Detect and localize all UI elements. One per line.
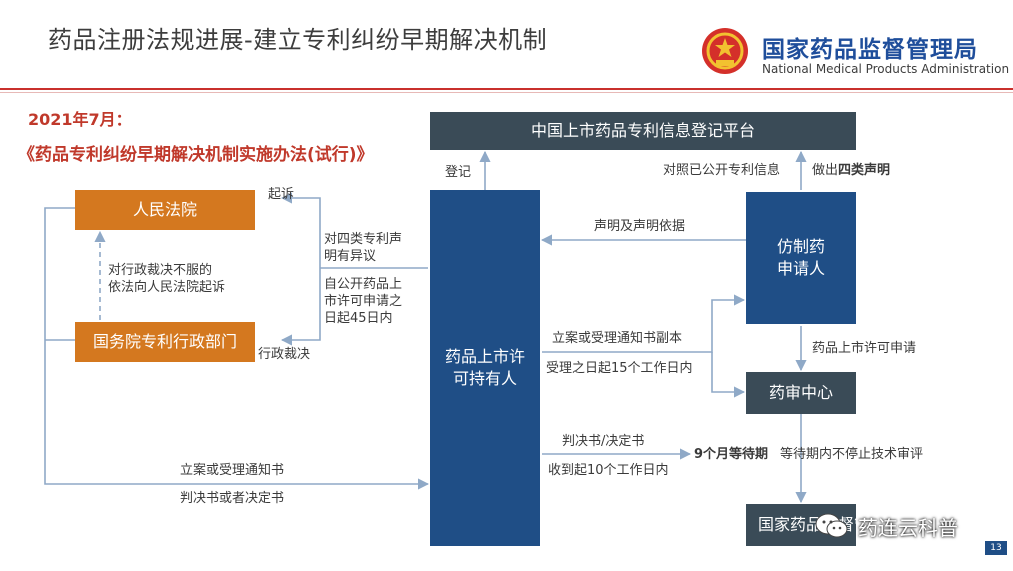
- header-rule: [0, 88, 1013, 90]
- label-filing-notice: 立案或受理通知书: [180, 463, 285, 478]
- holder-line-2: 可持有人: [452, 369, 517, 388]
- label-admin-ruling: 行政裁决: [258, 347, 311, 362]
- label-wait-period: 9个月等待期: [694, 447, 769, 462]
- holder-line-1: 药品上市许: [444, 347, 525, 366]
- label-objection-l2: 明有异议: [324, 249, 377, 264]
- intro-date: 2021年7月：: [28, 110, 132, 129]
- label-register: 登记: [445, 165, 472, 180]
- label-objection: 对四类专利声 明有异议: [324, 231, 402, 265]
- peoples-court-box: 人民法院: [75, 190, 255, 230]
- label-within15: 受理之日起15个工作日内: [546, 361, 693, 376]
- national-emblem-icon: [702, 28, 748, 74]
- law-title: 《药品专利纠纷早期解决机制实施办法(试行)》: [18, 145, 374, 165]
- applicant-line-2: 申请人: [776, 259, 825, 278]
- watermark-text: 药连云科普: [858, 516, 958, 540]
- label-within45: 自公开药品上 市许可申请之 日起45日内: [324, 276, 402, 327]
- applicant-line-1: 仿制药: [776, 237, 825, 256]
- drug-review-center-box: 药审中心: [746, 372, 856, 414]
- label-judgment-or-decision: 判决书或者决定书: [180, 491, 285, 506]
- label-no-stop-review: 等待期内不停止技术审评: [780, 447, 924, 462]
- wechat-icon: [815, 513, 848, 538]
- header-rule-thin: [0, 92, 1013, 93]
- label-within45-l1: 自公开药品上: [324, 277, 403, 292]
- label-sue: 起诉: [268, 187, 295, 202]
- label-judgment: 判决书/决定书: [562, 434, 645, 449]
- patent-admin-dept-box: 国务院专利行政部门: [75, 322, 255, 362]
- label-within10: 收到起10个工作日内: [548, 463, 669, 478]
- label-notice-copy: 立案或受理通知书副本: [552, 331, 683, 346]
- label-admin-appeal-l2: 依法向人民法院起诉: [108, 280, 226, 295]
- brand-name-en: National Medical Products Administration: [762, 62, 1010, 76]
- label-admin-appeal-l1: 对行政裁决不服的: [108, 263, 213, 278]
- page-title: 药品注册法规进展-建立专利纠纷早期解决机制: [48, 26, 548, 54]
- generic-applicant-box: 仿制药 申请人: [746, 192, 856, 324]
- label-compare: 对照已公开专利信息: [663, 163, 781, 178]
- label-marketing-application: 药品上市许可申请: [812, 341, 917, 356]
- label-within45-l3: 日起45日内: [324, 311, 393, 326]
- label-admin-appeal: 对行政裁决不服的 依法向人民法院起诉: [108, 262, 225, 296]
- label-statement: 声明及声明依据: [594, 219, 686, 234]
- label-declare: 做出四类声明: [812, 162, 890, 179]
- label-declare-bold: 四类声明: [838, 163, 891, 178]
- brand-name-cn: 国家药品监督管理局: [762, 37, 978, 63]
- label-declare-prefix: 做出: [812, 163, 839, 178]
- marketing-authorization-holder-box: 药品上市许 可持有人: [430, 190, 540, 546]
- label-within45-l2: 市许可申请之: [324, 294, 403, 309]
- label-objection-l1: 对四类专利声: [324, 232, 403, 247]
- patent-registry-platform-box: 中国上市药品专利信息登记平台: [430, 112, 856, 150]
- page-number: 13: [985, 541, 1007, 555]
